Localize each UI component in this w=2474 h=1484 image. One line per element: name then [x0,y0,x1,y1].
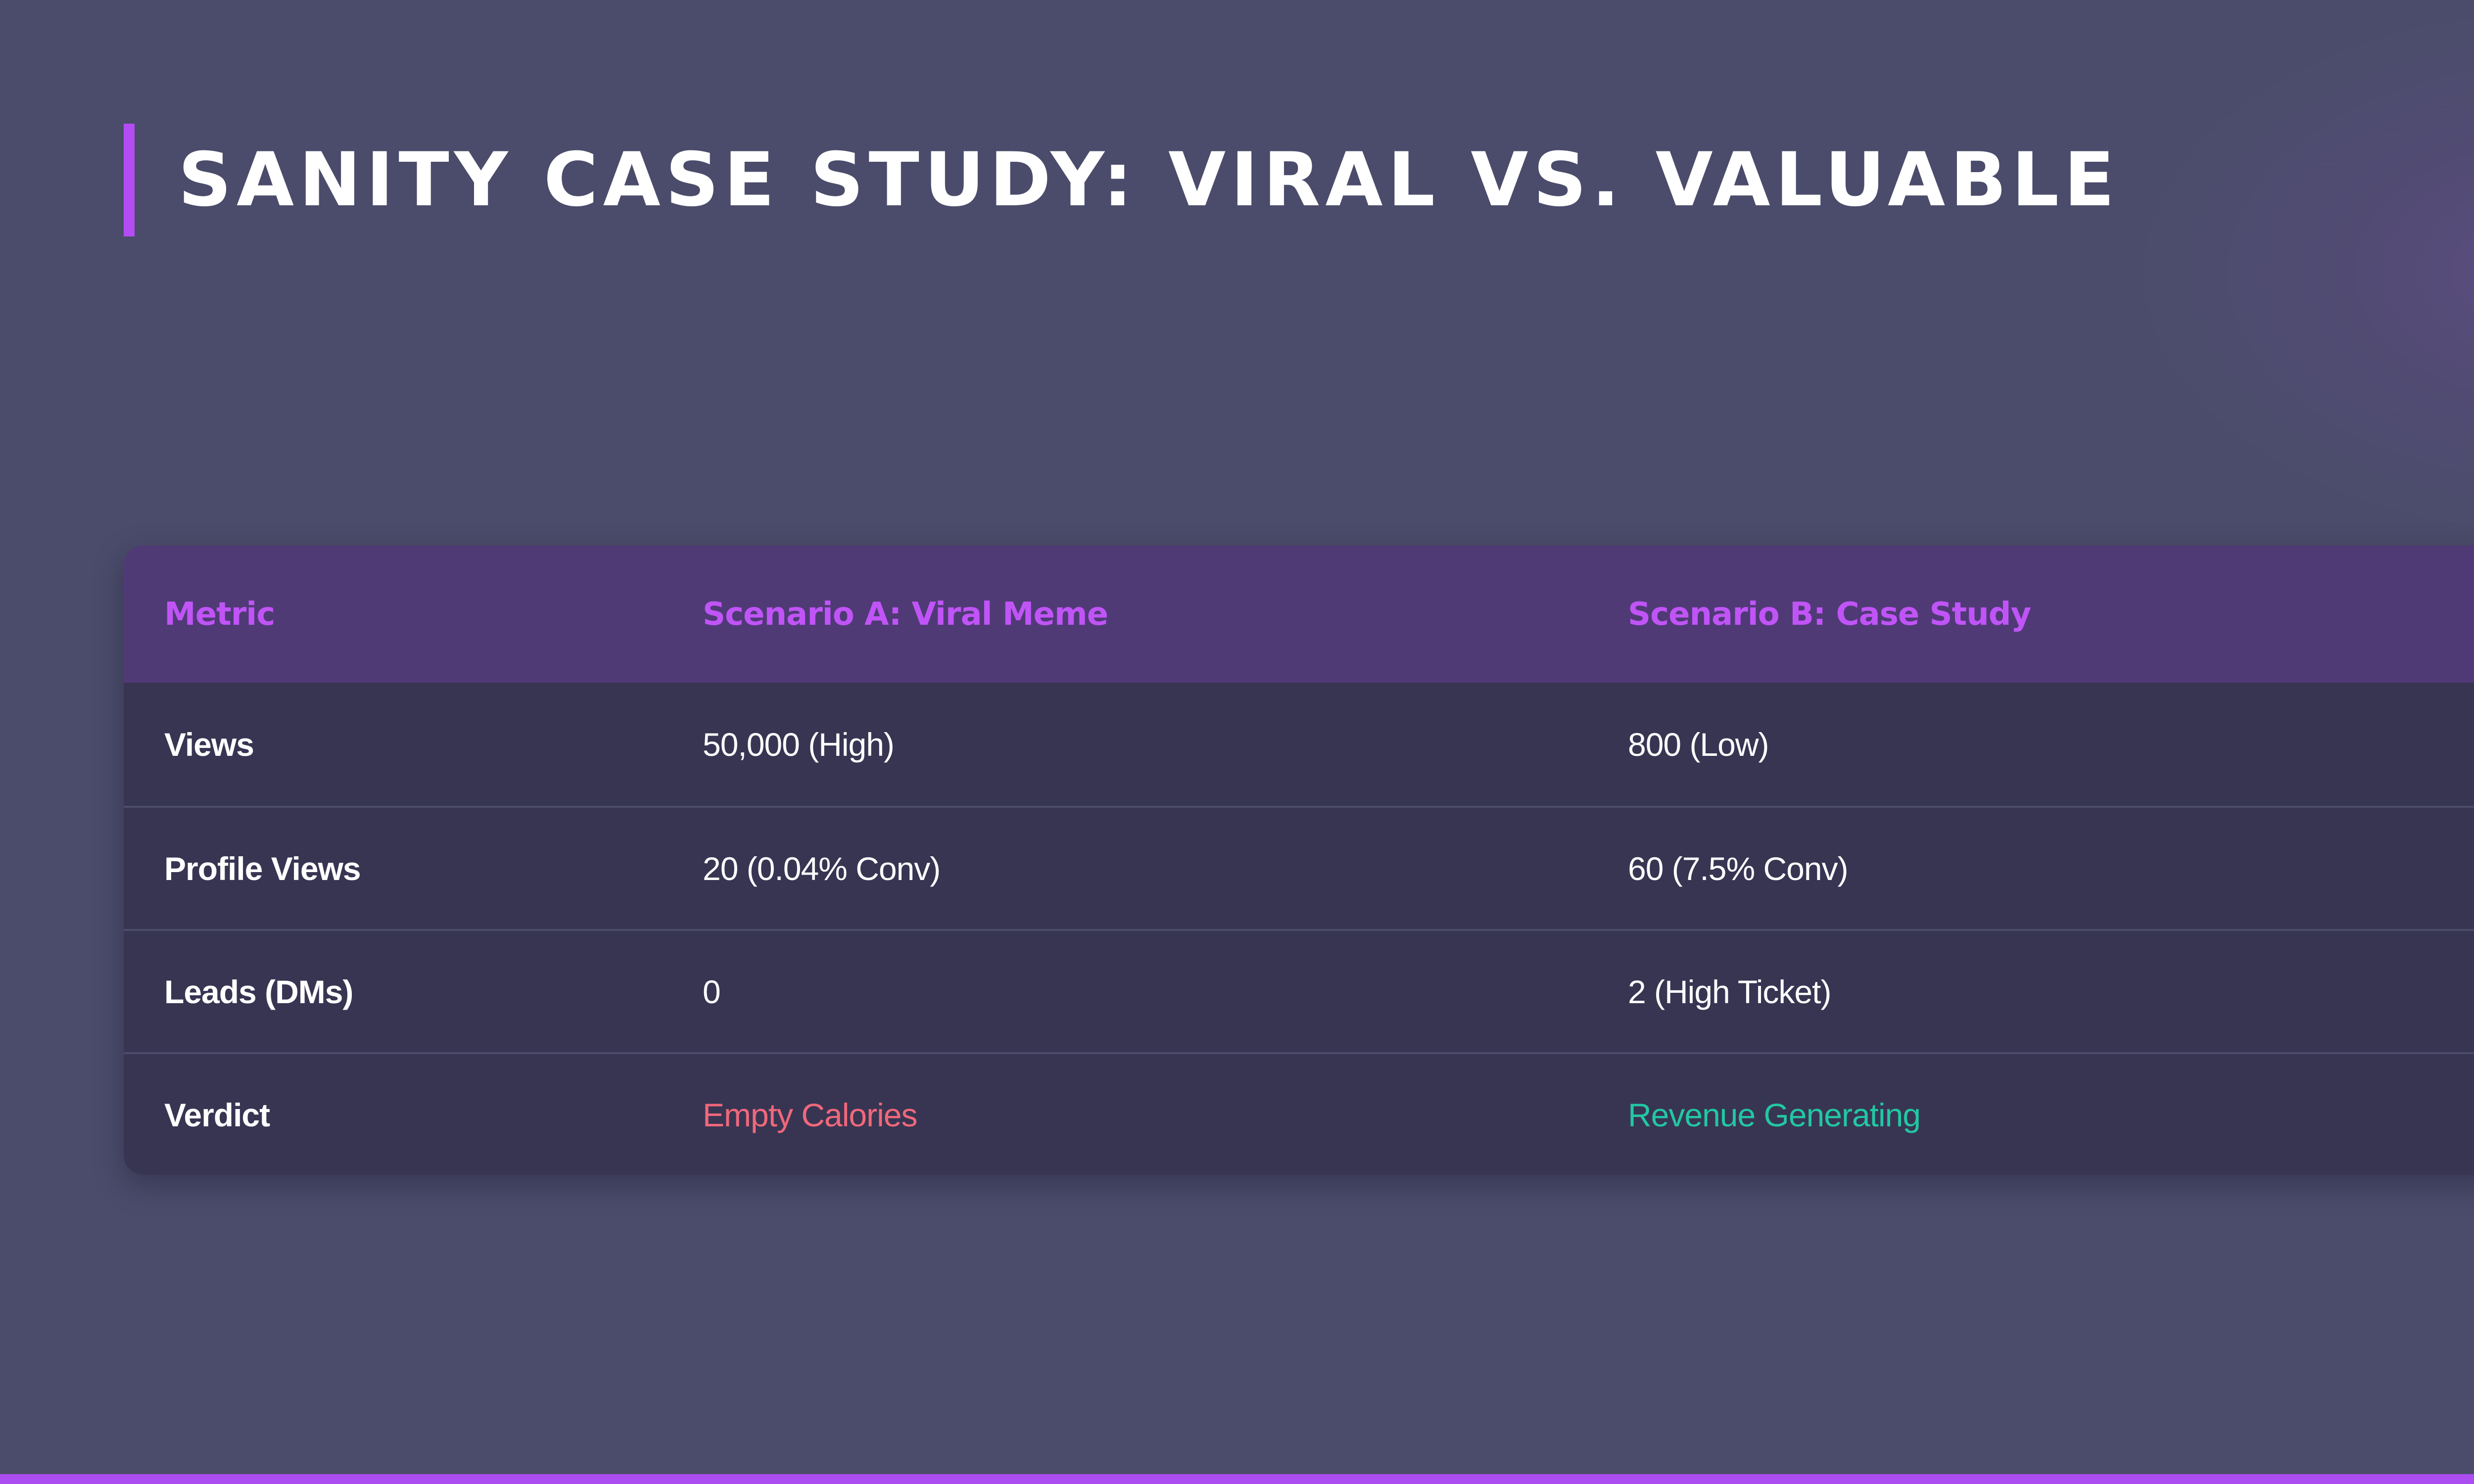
verdict-positive: Revenue Generating [1628,1096,1921,1133]
scenario-a-value: 20 (0.04% Conv) [703,850,941,887]
table-header-row: Metric Scenario A: Viral Meme Scenario B… [124,546,2474,683]
scenario-a-value: 0 [703,973,721,1010]
scenario-b-value: 2 (High Ticket) [1628,973,1831,1010]
comparison-table: Metric Scenario A: Viral Meme Scenario B… [124,546,2474,1175]
table-row-profile-views: Profile Views 20 (0.04% Conv) 60 (7.5% C… [124,806,2474,929]
table-row-views: Views 50,000 (High) 800 (Low) [124,683,2474,806]
bottom-accent-strip [0,1474,2474,1484]
metric-label: Leads (DMs) [164,973,353,1010]
scenario-a-value: 50,000 (High) [703,726,895,763]
scenario-b-value: 800 (Low) [1628,726,1769,763]
slide-title: SANITY CASE STUDY: VIRAL VS. VALUABLE [178,137,2120,223]
header-scenario-b: Scenario B: Case Study [1628,596,2031,633]
title-accent-bar [124,124,135,236]
header-metric: Metric [164,596,275,633]
metric-label: Profile Views [164,850,361,887]
verdict-negative: Empty Calories [703,1096,917,1133]
scenario-b-value: 60 (7.5% Conv) [1628,850,1849,887]
background-glow [2128,0,2474,544]
metric-label: Verdict [164,1096,270,1133]
header-scenario-a: Scenario A: Viral Meme [703,596,1108,633]
table-row-verdict: Verdict Empty Calories Revenue Generatin… [124,1052,2474,1175]
table-row-leads: Leads (DMs) 0 2 (High Ticket) [124,929,2474,1052]
title-block: SANITY CASE STUDY: VIRAL VS. VALUABLE [124,124,2120,236]
metric-label: Views [164,726,254,763]
